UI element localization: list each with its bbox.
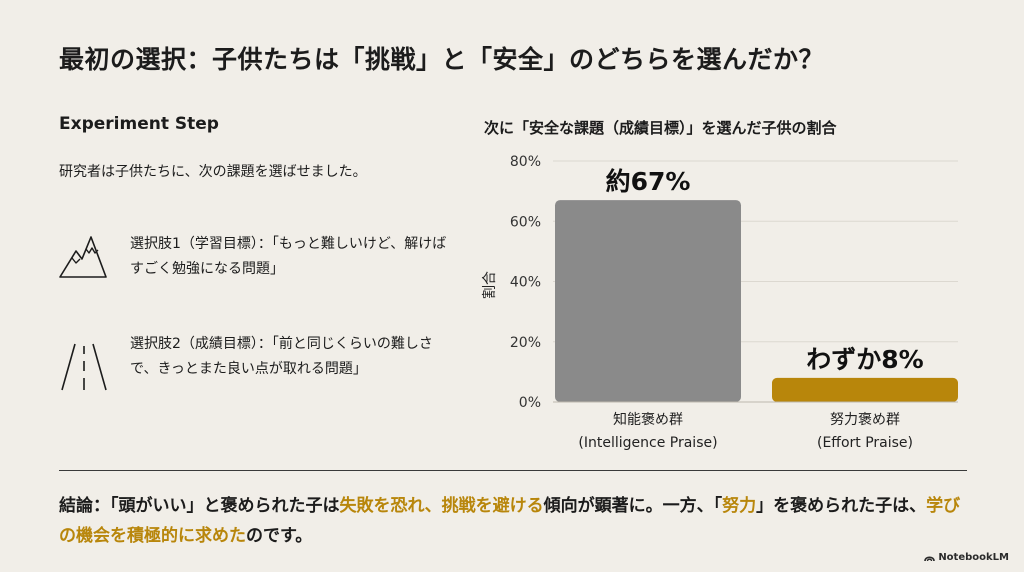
y-axis-label: 割合 [481, 271, 498, 299]
notebooklm-icon [924, 556, 936, 562]
conclusion-text: 結論：「頭がいい」と褒められた子は失敗を恐れ、挑戦を避ける傾向が顕著に。一方、「… [59, 491, 974, 551]
conclusion-segment: 傾向が顕著に。一方、「 [543, 496, 723, 516]
data-label: わずか8% [806, 345, 923, 374]
y-tick-label: 0% [519, 395, 541, 411]
divider [59, 470, 967, 471]
conclusion-highlight: 失敗を恐れ、挑戦を避ける [339, 496, 544, 516]
y-tick-label: 80% [510, 154, 541, 170]
conclusion-highlight: 学びの機会を積極的に求めた [59, 496, 961, 546]
road-icon [61, 343, 107, 391]
conclusion-segment: のです。 [246, 526, 313, 546]
data-label: 約67% [606, 167, 691, 196]
y-tick-label: 20% [510, 335, 541, 351]
bar [772, 377, 958, 402]
conclusion-segment: 」を褒められた子は、 [756, 496, 927, 516]
page-title: 最初の選択：子供たちは「挑戦」と「安全」のどちらを選んだか？ [59, 45, 825, 74]
conclusion-highlight: 努力 [722, 496, 757, 516]
conclusion-segment: 結論：「頭がいい」と褒められた子は [59, 496, 340, 516]
x-tick-sublabel: (Intelligence Praise) [578, 435, 717, 451]
brand-name: NotebookLM [938, 552, 1009, 563]
brand-logo: NotebookLM [924, 552, 1009, 563]
x-tick-sublabel: (Effort Praise) [817, 435, 913, 451]
option-learning-goal: 選択肢1（学習目標）：「もっと難しいけど、解けばすごく勉強になる問題」 [130, 236, 447, 277]
x-tick-label: 努力褒め群 [830, 412, 900, 428]
step-heading: Experiment Step [59, 114, 219, 134]
y-tick-label: 60% [510, 214, 541, 230]
x-tick-label: 知能褒め群 [613, 411, 683, 428]
chart-title: 次に「安全な課題（成績目標）」を選んだ子供の割合 [484, 119, 837, 137]
bar [555, 200, 741, 402]
step-intro: 研究者は子供たちに、次の課題を選ばせました。 [59, 164, 367, 180]
option-performance-goal: 選択肢2（成績目標）：「前と同じくらいの難しさで、きっとまた良い点が取れる問題」 [130, 336, 433, 377]
experiment-step-panel: Experiment Step 研究者は子供たちに、次の課題を選ばせました。 選… [59, 114, 459, 391]
mountain-icon [59, 236, 107, 278]
bar-chart: 0% 20% 40% 60% 80% 割合 約67% 知能褒め群 (Intelligence P… [481, 154, 958, 451]
y-tick-label: 40% [510, 275, 541, 291]
